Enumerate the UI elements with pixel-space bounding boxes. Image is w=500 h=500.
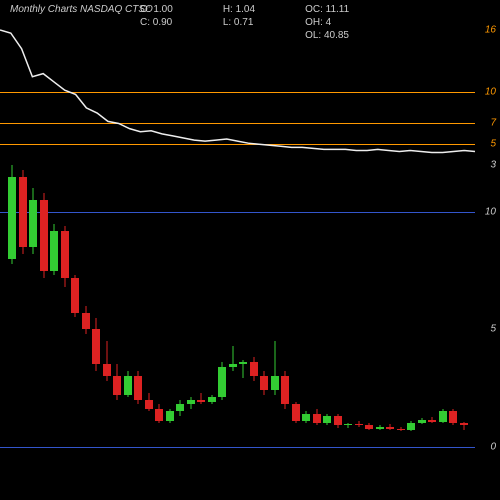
candlestick [92, 318, 100, 372]
candlestick [145, 393, 153, 412]
candlestick [50, 224, 58, 276]
candlestick [113, 364, 121, 399]
candlestick [323, 414, 331, 426]
horizontal-line [0, 447, 475, 448]
candlestick [460, 422, 468, 430]
candlestick [187, 397, 195, 409]
axis-tick-label: 5 [490, 324, 496, 335]
candlestick [428, 417, 436, 423]
candlestick [19, 170, 27, 254]
candlestick [155, 404, 163, 423]
candlestick [281, 371, 289, 409]
candlestick [407, 421, 415, 432]
candlestick [386, 424, 394, 430]
candlestick [218, 362, 226, 400]
candlestick [197, 393, 205, 405]
candlestick [365, 423, 373, 430]
candlestick [166, 409, 174, 423]
candlestick [302, 411, 310, 423]
chart-canvas: 16107531050 [0, 0, 500, 500]
candlestick [8, 165, 16, 264]
candlestick [439, 409, 447, 423]
candlestick [313, 409, 321, 425]
candlestick [176, 400, 184, 416]
candlestick [61, 226, 69, 287]
indicator-line [0, 0, 500, 500]
candlestick [229, 346, 237, 372]
candlestick [418, 418, 426, 424]
candlestick [208, 395, 216, 404]
axis-tick-label: 10 [485, 206, 496, 217]
candlestick [449, 409, 457, 425]
candlestick [124, 371, 132, 397]
candlestick [82, 306, 90, 334]
horizontal-line [0, 212, 475, 213]
candlestick [344, 423, 352, 428]
candlestick [71, 275, 79, 317]
candlestick [29, 188, 37, 254]
candlestick [250, 357, 258, 380]
candlestick [40, 193, 48, 277]
candlestick [397, 427, 405, 432]
candlestick [355, 421, 363, 427]
candlestick [134, 371, 142, 404]
candlestick [334, 414, 342, 428]
candlestick [376, 425, 384, 430]
candlestick [292, 402, 300, 423]
axis-tick-label: 0 [490, 441, 496, 452]
candlestick [239, 360, 247, 379]
candlestick [260, 371, 268, 394]
candlestick [103, 341, 111, 381]
candlestick [271, 341, 279, 395]
